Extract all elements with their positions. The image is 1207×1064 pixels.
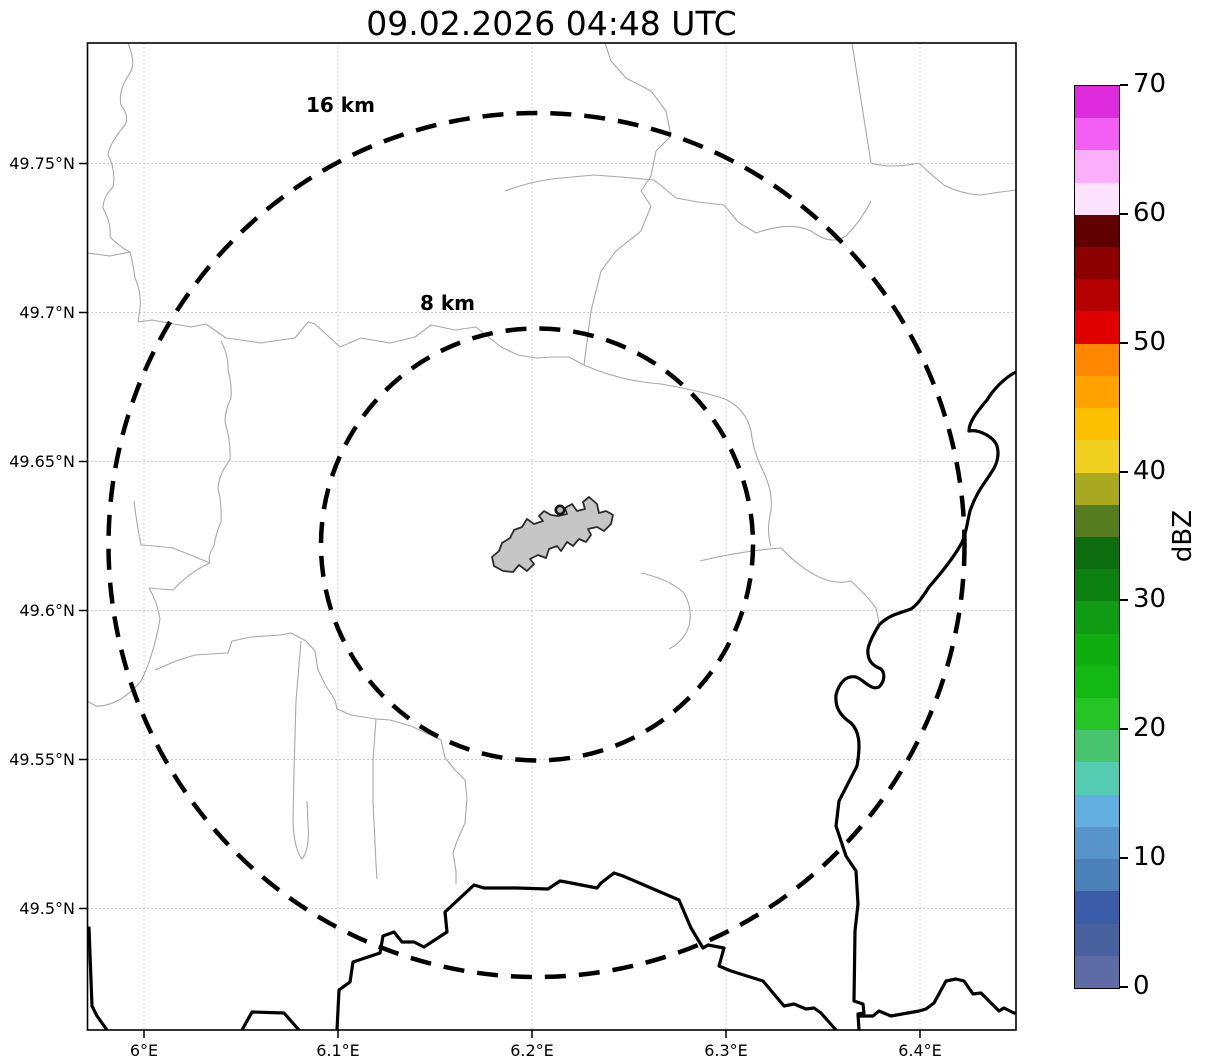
colorbar-band <box>1075 246 1119 280</box>
x-tick-label: 6.4°E <box>898 1041 942 1060</box>
range-ring-8km <box>318 326 756 763</box>
colorbar-band <box>1075 601 1119 634</box>
x-tick-label: 6°E <box>130 1041 158 1060</box>
colorbar-band <box>1075 762 1119 795</box>
colorbar-tick-mark <box>1120 470 1128 473</box>
range-ring-16km-label: 16 km <box>306 93 375 117</box>
colorbar-tick-label: 70 <box>1133 68 1167 99</box>
colorbar-tick-mark <box>1120 212 1128 215</box>
colorbar-band <box>1075 150 1119 183</box>
shaded-region-polygon <box>491 496 614 573</box>
y-tick-label: 49.6°N <box>19 601 75 620</box>
colorbar-tick-mark <box>1120 599 1128 602</box>
range-ring-16km <box>106 110 967 980</box>
y-axis-tick-labels: 49.75°N 49.7°N 49.65°N 49.6°N 49.55°N 49… <box>9 154 75 918</box>
colorbar-tick-label: 10 <box>1133 841 1167 872</box>
colorbar-tick-label: 50 <box>1133 326 1167 357</box>
colorbar-tick-label: 30 <box>1133 584 1167 615</box>
colorbar-band <box>1075 311 1119 344</box>
colorbar-band <box>1075 955 1119 988</box>
colorbar-tick-mark <box>1120 857 1128 860</box>
colorbar-tick-label: 20 <box>1133 713 1167 744</box>
colorbar-band <box>1075 85 1119 119</box>
colorbar-unit-label: dBZ <box>1168 509 1198 563</box>
colorbar-band <box>1075 279 1119 312</box>
colorbar-band <box>1075 569 1119 602</box>
colorbar-tick-mark <box>1120 728 1128 731</box>
national-border-lines <box>87 370 1016 1030</box>
colorbar-band <box>1075 923 1119 956</box>
y-tick-label: 49.55°N <box>9 750 75 769</box>
x-tick-label: 6.1°E <box>316 1041 360 1060</box>
colorbar-band <box>1075 504 1119 537</box>
colorbar-band <box>1075 794 1119 827</box>
y-tick-label: 49.7°N <box>19 303 75 322</box>
axis-tick-marks <box>79 162 921 1038</box>
colorbar-tick-label: 0 <box>1133 970 1150 1001</box>
figure-title: 09.02.2026 04:48 UTC <box>366 4 737 43</box>
colorbar-band <box>1075 633 1119 666</box>
colorbar-tick-label: 60 <box>1133 197 1167 228</box>
colorbar-band <box>1075 665 1119 699</box>
colorbar-gradient <box>1074 85 1120 989</box>
colorbar-band <box>1075 891 1119 924</box>
colorbar-band <box>1075 826 1119 860</box>
colorbar-band <box>1075 182 1119 215</box>
colorbar-band <box>1075 214 1119 247</box>
axes-frame <box>86 42 1017 1031</box>
colorbar-band <box>1075 375 1119 409</box>
colorbar-tick-mark <box>1120 986 1128 988</box>
y-tick-label: 49.5°N <box>19 899 75 918</box>
x-tick-label: 6.2°E <box>510 1041 554 1060</box>
colorbar-tick-mark <box>1120 341 1128 344</box>
range-ring-8km-label: 8 km <box>420 291 475 315</box>
x-tick-label: 6.3°E <box>704 1041 748 1060</box>
colorbar-band <box>1075 536 1119 570</box>
x-axis-tick-labels: 6°E 6.1°E 6.2°E 6.3°E 6.4°E <box>130 1041 942 1060</box>
colorbar-band <box>1075 472 1119 505</box>
colorbar-band <box>1075 118 1119 151</box>
radar-site-marker <box>554 504 566 516</box>
colorbar-tick-mark <box>1120 84 1128 86</box>
colorbar-band <box>1075 698 1119 731</box>
colorbar-band <box>1075 343 1119 376</box>
colorbar-tick-label: 40 <box>1133 455 1167 486</box>
y-tick-label: 49.75°N <box>9 154 75 173</box>
colorbar-band <box>1075 440 1119 473</box>
colorbar-band <box>1075 859 1119 892</box>
colorbar-band <box>1075 730 1119 763</box>
y-tick-label: 49.65°N <box>9 452 75 471</box>
colorbar-band <box>1075 408 1119 441</box>
